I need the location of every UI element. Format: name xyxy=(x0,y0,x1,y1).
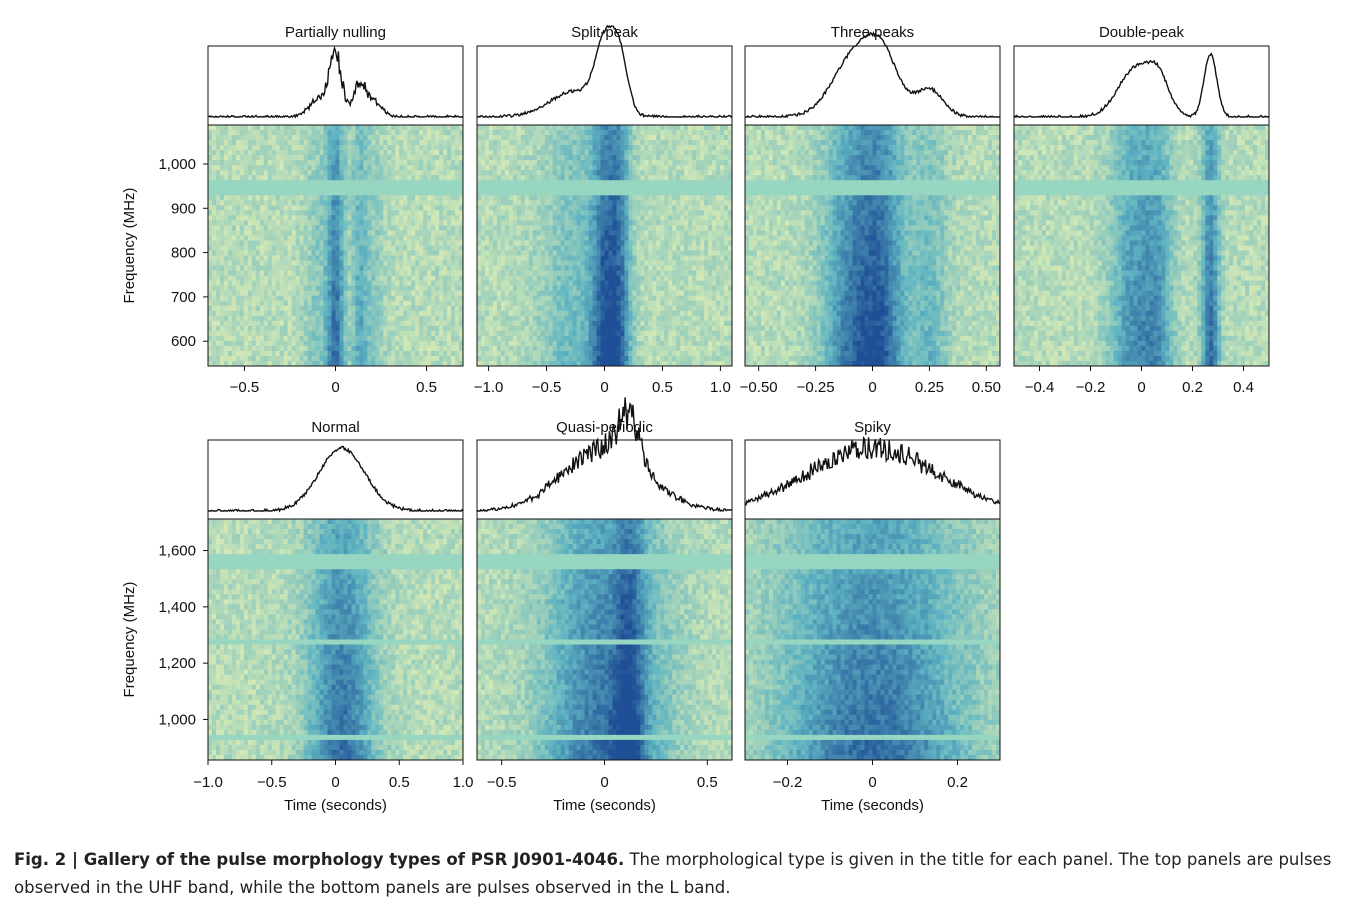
y-tick-label: 600 xyxy=(171,333,196,350)
x-tick-label: 0 xyxy=(600,379,608,396)
heatmap-cells xyxy=(477,519,733,761)
x-tick-label: −0.2 xyxy=(1076,379,1106,396)
profile-frame xyxy=(207,439,464,520)
panel-2: Three peaks −0.50 −0.25 0 0.25 0.50 xyxy=(740,24,1001,396)
figure: Partially nulling −0.5 0 0.5 600 700 800 900 1,0… xyxy=(121,24,1270,814)
x-tick-label: 0.4 xyxy=(1233,379,1254,396)
y-tick-label: 1,000 xyxy=(158,156,196,173)
x-tick-label: 0 xyxy=(331,379,339,396)
heatmap-cells xyxy=(477,125,733,367)
x-tick-label: 1.0 xyxy=(453,774,474,791)
x-tick-label: 0.5 xyxy=(389,774,410,791)
x-tick-label: 0 xyxy=(868,379,876,396)
profile-line xyxy=(1013,52,1269,119)
profile-line xyxy=(477,24,733,119)
x-tick-label: 0.2 xyxy=(947,774,968,791)
x-tick-label: −0.25 xyxy=(797,379,835,396)
y-tick-label: 1,000 xyxy=(158,711,196,728)
x-tick-label: −0.50 xyxy=(740,379,778,396)
heatmap-cells xyxy=(745,519,1001,761)
x-tick-label: 0.5 xyxy=(697,774,718,791)
profile-frame xyxy=(744,45,1001,126)
panel-title: Double-peak xyxy=(1099,24,1185,41)
panel-5: Quasi-periodic −0.5 0 0.5 Time (seconds) xyxy=(476,397,733,814)
y-tick-label: 1,600 xyxy=(158,543,196,560)
x-axis-label: Time (seconds) xyxy=(553,797,656,814)
profile-line xyxy=(476,397,733,513)
y-tick-label: 1,400 xyxy=(158,599,196,616)
x-tick-label: 0 xyxy=(868,774,876,791)
x-axis-label: Time (seconds) xyxy=(284,797,387,814)
y-tick-label: 700 xyxy=(171,289,196,306)
profile-frame xyxy=(1013,45,1270,126)
profile-frame xyxy=(207,45,464,126)
y-tick-label: 900 xyxy=(171,200,196,217)
x-tick-label: 0 xyxy=(1137,379,1145,396)
profile-line xyxy=(745,30,1000,119)
x-tick-label: −0.4 xyxy=(1025,379,1055,396)
panel-title: Spiky xyxy=(854,419,891,436)
caption-label: Fig. 2 | Gallery of the pulse morphology… xyxy=(14,850,624,869)
panel-3: Double-peak −0.4 −0.2 0 0.2 0.4 xyxy=(1013,24,1270,396)
x-axis-label: Time (seconds) xyxy=(821,797,924,814)
x-tick-label: −0.5 xyxy=(532,379,562,396)
y-axis-label: Frequency (MHz) xyxy=(121,582,138,698)
panel-4: Normal −1.0 −0.5 0 0.5 1.0 1,000 1,200 1,400 1,60… xyxy=(121,419,473,814)
y-tick-label: 800 xyxy=(171,245,196,262)
y-tick-label: 1,200 xyxy=(158,655,196,672)
x-tick-label: −0.2 xyxy=(773,774,803,791)
x-tick-label: 0.25 xyxy=(915,379,944,396)
figure-canvas: Partially nulling−0.5 0 0.56007008009001,0… xyxy=(121,24,1270,814)
profile-line xyxy=(744,436,1001,507)
x-tick-label: −0.5 xyxy=(487,774,517,791)
x-tick-label: −1.0 xyxy=(193,774,223,791)
y-axis-label: Frequency (MHz) xyxy=(121,188,138,304)
x-tick-label: −0.5 xyxy=(257,774,287,791)
panel-1: Split-peak−1.0 −0.5 0 0.5 1.0 xyxy=(474,24,733,396)
profile-line xyxy=(207,45,464,119)
panel-6: Spiky −0.2 0 0.2 Time (seconds) xyxy=(744,419,1001,814)
x-tick-label: 1.0 xyxy=(710,379,731,396)
x-tick-label: 0.5 xyxy=(416,379,437,396)
profile-frame xyxy=(476,45,733,126)
x-tick-label: 0 xyxy=(600,774,608,791)
panel-0: Partially nulling −0.5 0 0.5 600 700 800 900 1,0… xyxy=(121,24,464,396)
panel-title: Partially nulling xyxy=(285,24,386,41)
x-tick-label: 0.5 xyxy=(652,379,673,396)
x-tick-label: −1.0 xyxy=(474,379,504,396)
profile-line xyxy=(208,445,464,513)
x-tick-label: 0.50 xyxy=(972,379,1001,396)
x-tick-label: 0.2 xyxy=(1182,379,1203,396)
heatmap-cells xyxy=(1014,125,1270,367)
heatmap-cells xyxy=(208,125,464,367)
heatmap-cells xyxy=(208,519,464,761)
panel-title: Quasi-periodic xyxy=(556,419,653,436)
x-tick-label: −0.5 xyxy=(230,379,260,396)
panel-title: Normal xyxy=(311,419,359,436)
x-tick-label: 0 xyxy=(331,774,339,791)
caption-text: The morphological type is given in the t… xyxy=(14,850,1331,897)
panel-title: Three peaks xyxy=(831,24,914,41)
heatmap-cells xyxy=(745,125,1001,367)
figure-caption: Fig. 2 | Gallery of the pulse morphology… xyxy=(14,846,1354,902)
